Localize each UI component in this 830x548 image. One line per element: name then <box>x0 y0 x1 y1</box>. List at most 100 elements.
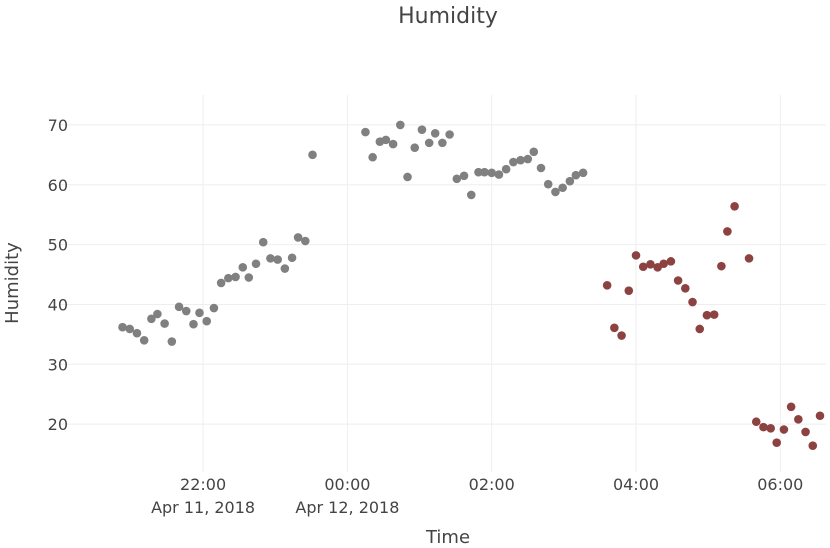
data-point-series-1 <box>224 273 233 283</box>
data-point-series-1 <box>202 316 212 326</box>
data-point-series-1 <box>438 138 447 148</box>
y-tick-label: 40 <box>48 295 68 314</box>
data-point-series-1 <box>417 125 427 135</box>
data-point-series-2 <box>638 262 648 272</box>
data-point-series-2 <box>610 323 619 333</box>
data-point-series-1 <box>293 233 303 242</box>
data-point-series-2 <box>673 276 683 285</box>
data-point-series-1 <box>361 127 370 137</box>
data-point-series-2 <box>695 324 705 334</box>
data-point-series-2 <box>779 425 789 434</box>
data-point-series-2 <box>624 286 634 295</box>
x-axis-title: Time <box>425 527 470 548</box>
data-point-series-1 <box>118 322 127 332</box>
data-point-series-1 <box>139 336 149 345</box>
x-tick-label: 06:00 <box>757 475 803 494</box>
x-tick-label: 22:00 <box>180 475 226 494</box>
chart-title: Humidity <box>398 4 498 29</box>
data-point-series-2 <box>751 417 761 427</box>
data-point-series-1 <box>571 170 581 180</box>
data-point-series-1 <box>410 143 420 152</box>
data-point-series-1 <box>403 172 412 182</box>
data-point-series-1 <box>424 138 434 148</box>
y-tick-label: 60 <box>48 176 68 195</box>
data-point-series-1 <box>474 167 483 177</box>
data-point-series-2 <box>709 310 719 319</box>
y-axis-title: Humidity <box>2 242 23 324</box>
data-point-series-2 <box>786 402 796 412</box>
data-point-series-2 <box>772 438 781 447</box>
data-point-series-1 <box>509 157 518 167</box>
x-axis-ticks: 22:00 Apr 11, 2018 00:00 Apr 12, 2018 02:00 0… <box>151 475 803 517</box>
data-point-series-2 <box>617 331 626 340</box>
data-point-series-2 <box>688 297 697 307</box>
y-axis-ticks: 20 30 40 50 60 70 <box>48 116 68 434</box>
data-point-series-2 <box>794 415 803 424</box>
data-point-series-2 <box>759 422 768 432</box>
data-point-series-1 <box>231 272 240 282</box>
data-point-series-1 <box>452 174 462 184</box>
data-point-series-1 <box>125 324 135 334</box>
x-tick-label: 00:00 <box>324 475 370 494</box>
grid <box>60 95 826 472</box>
data-point-series-1 <box>480 167 489 177</box>
data-point-series-1 <box>189 319 198 329</box>
data-point-series-1 <box>565 176 575 186</box>
x-tick-label: 02:00 <box>469 475 515 494</box>
data-point-series-1 <box>466 190 476 200</box>
data-point-series-2 <box>766 424 775 433</box>
y-tick-label: 50 <box>48 236 68 255</box>
data-point-series-1 <box>308 150 317 160</box>
data-point-series-1 <box>368 152 377 162</box>
x-tick-date-label: Apr 12, 2018 <box>295 498 399 517</box>
x-tick-date-label: Apr 11, 2018 <box>151 498 255 517</box>
data-point-series-1 <box>523 154 533 164</box>
data-point-series-1 <box>238 263 248 272</box>
y-tick-label: 20 <box>48 415 68 434</box>
data-point-series-1 <box>501 164 511 174</box>
data-point-series-1 <box>209 303 219 313</box>
data-point-series-2 <box>702 310 712 320</box>
data-point-series-1 <box>543 179 553 189</box>
data-point-series-1 <box>529 147 539 157</box>
data-point-series-1 <box>381 135 391 145</box>
data-point-series-1 <box>167 337 177 346</box>
data-point-series-1 <box>430 128 440 138</box>
data-point-series-2 <box>723 227 732 236</box>
data-point-series-1 <box>396 120 405 130</box>
y-tick-label: 30 <box>48 355 68 374</box>
data-point-series-1 <box>266 254 275 263</box>
data-point-series-2 <box>666 257 676 266</box>
data-point-series-1 <box>153 309 162 319</box>
data-point-series-1 <box>251 259 261 269</box>
data-point-series-1 <box>536 163 546 173</box>
data-point-series-1 <box>195 308 204 318</box>
data-point-series-1 <box>494 170 504 179</box>
data-point-series-1 <box>132 328 142 338</box>
data-point-series-2 <box>602 280 612 290</box>
data-point-series-2 <box>646 260 655 269</box>
data-point-series-1 <box>558 183 567 193</box>
data-point-series-2 <box>730 202 739 211</box>
x-tick-label: 04:00 <box>613 475 659 494</box>
data-point-series-1 <box>174 302 184 312</box>
data-point-series-1 <box>551 187 560 197</box>
data-point-series-1 <box>280 264 290 273</box>
data-point-series-2 <box>681 283 690 293</box>
data-point-series-2 <box>801 427 810 437</box>
data-point-series-1 <box>160 319 169 328</box>
data-point-series-2 <box>744 254 754 263</box>
data-point-series-1 <box>244 273 254 282</box>
data-point-series-1 <box>287 253 297 263</box>
data-point-series-1 <box>301 236 310 246</box>
data-point-series-1 <box>388 139 398 149</box>
data-point-series-1 <box>516 155 525 165</box>
data-point-series-1 <box>181 306 191 316</box>
data-point-series-2 <box>717 261 726 271</box>
data-point-series-1 <box>578 168 588 178</box>
y-tick-label: 70 <box>48 116 68 135</box>
data-point-series-1 <box>459 171 469 181</box>
data-point-series-1 <box>273 255 282 264</box>
data-point-series-1 <box>147 314 156 324</box>
